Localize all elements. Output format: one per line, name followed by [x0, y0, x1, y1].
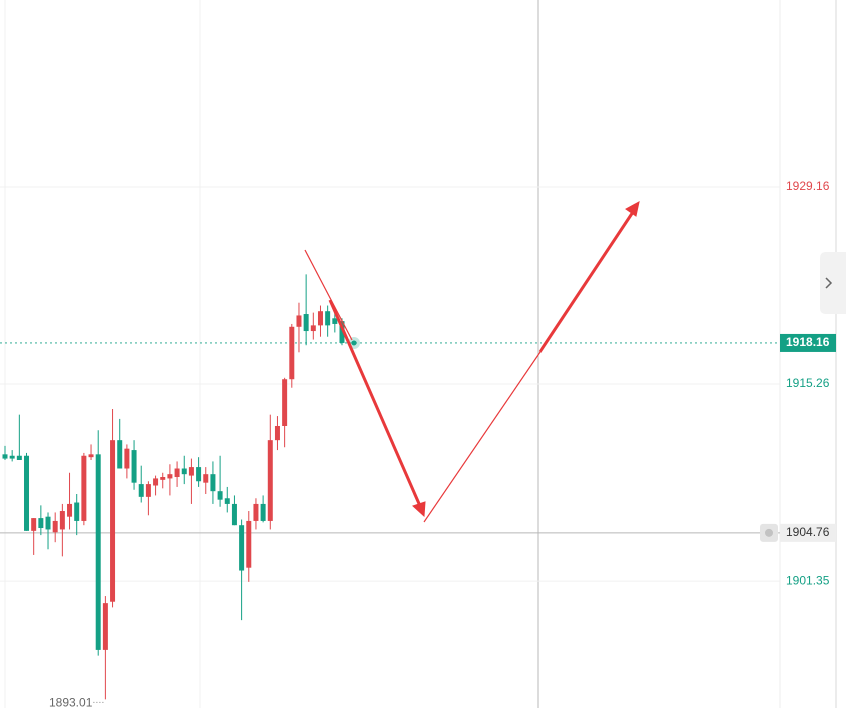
plot [2, 274, 360, 703]
candle-body [282, 379, 288, 426]
labels: 1943.061929.161915.261901.351893.011904.… [49, 179, 836, 710]
last-price-label: 1918.16 [786, 335, 830, 349]
y-tick-label: 1929.16 [786, 179, 830, 193]
candle-body [59, 511, 65, 530]
candle-body [67, 503, 73, 517]
candle-body [289, 326, 295, 380]
candle-body [145, 484, 151, 497]
expand-button[interactable] [820, 252, 846, 314]
candle-body [210, 474, 216, 492]
candle-body [153, 478, 159, 486]
y-tick-label: 1915.26 [786, 376, 830, 390]
last-price-bg [780, 333, 836, 352]
candle-body [88, 454, 94, 458]
candle-body [339, 321, 345, 343]
candle-body [260, 503, 266, 521]
candle-body [81, 455, 87, 521]
candle-body [246, 520, 252, 568]
candle-body [2, 454, 8, 459]
candle-body [253, 503, 259, 521]
candle-body [138, 484, 144, 497]
arrow-down [328, 299, 422, 507]
candle-body [174, 468, 180, 478]
candle-body [74, 502, 80, 521]
candle-body [9, 455, 15, 459]
candle-body [196, 467, 202, 482]
arrow-head [625, 201, 640, 217]
candle-body [95, 454, 101, 650]
candle-body [317, 311, 323, 326]
crosshair-label-bg [780, 523, 836, 542]
candle-body [231, 503, 237, 526]
candle-body [332, 318, 338, 324]
chevron-icon [825, 277, 833, 289]
candle-body [274, 425, 280, 441]
candle-body [45, 516, 51, 530]
candle-body [188, 467, 194, 476]
candle-body [310, 325, 316, 332]
arrow-up [538, 211, 635, 353]
trend-line [304, 249, 353, 341]
trend-line [423, 351, 541, 523]
candle-body [124, 448, 130, 469]
candle-body [325, 311, 331, 326]
candle-body [181, 468, 187, 475]
candle-body [110, 440, 116, 602]
drawing-arrows [304, 201, 640, 523]
candle-body [52, 520, 58, 533]
candle-body [117, 440, 123, 469]
candle-body [24, 455, 30, 531]
low-label: 1893.01 [49, 696, 93, 708]
candle-body [267, 440, 273, 521]
candle-body [131, 450, 137, 483]
candle-body [203, 474, 209, 483]
bell-icon [765, 528, 773, 537]
candle-body [303, 314, 309, 332]
candle-body [224, 498, 230, 504]
last-price-dot [351, 340, 357, 346]
arrow-head [412, 501, 426, 518]
y-tick-label: 1901.35 [786, 573, 830, 587]
candle-body [239, 525, 245, 571]
candle-body [16, 455, 22, 461]
candle-body [167, 474, 173, 479]
expand-button-bg[interactable] [820, 252, 846, 314]
candle-body [102, 603, 108, 650]
candle-body [31, 518, 37, 531]
candle-body [217, 491, 223, 500]
candle-body [160, 477, 166, 480]
candle-body [296, 315, 302, 327]
crosshair-label: 1904.76 [786, 525, 830, 539]
candle-body [38, 518, 44, 529]
